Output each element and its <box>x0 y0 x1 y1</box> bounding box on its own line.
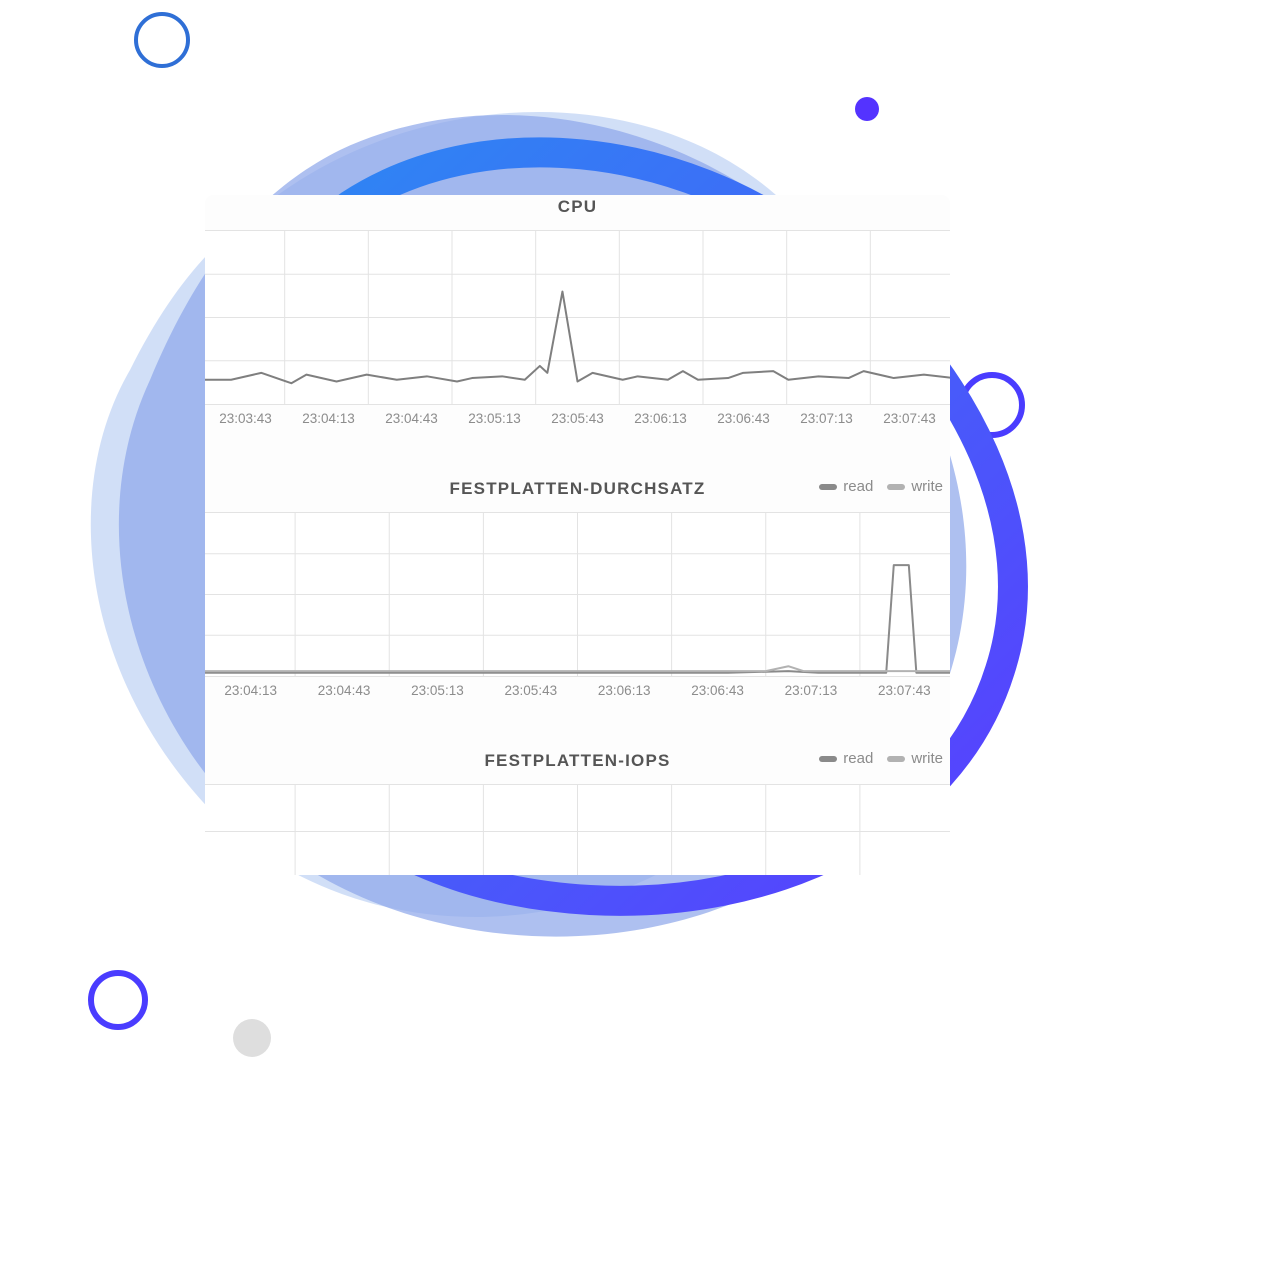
x-axis-tick-label: 23:07:43 <box>868 411 950 426</box>
x-axis-tick-label: 23:07:13 <box>764 683 857 698</box>
decor-dot-bottom <box>233 1019 271 1057</box>
panel-cpu: CPU 23:03:4323:04:1323:04:4323:05:1323:0… <box>205 195 950 426</box>
chart-disk-iops[interactable] <box>205 784 950 875</box>
panel-disk-throughput-title: FESTPLATTEN-DURCHSATZ <box>450 479 706 499</box>
x-axis-tick-label: 23:05:43 <box>536 411 619 426</box>
legend-label-write: write <box>911 478 943 495</box>
x-axis-tick-label: 23:06:43 <box>671 683 764 698</box>
x-axis-tick-label: 23:05:43 <box>484 683 577 698</box>
legend-swatch-write <box>887 756 905 762</box>
panel-disk-iops: FESTPLATTEN-IOPS read write <box>205 744 950 875</box>
legend-label-read: read <box>843 478 873 495</box>
chart-cpu[interactable] <box>205 230 950 405</box>
metrics-dashboard: CPU 23:03:4323:04:1323:04:4323:05:1323:0… <box>205 195 950 875</box>
legend-swatch-read <box>819 484 837 490</box>
x-axis-tick-label: 23:04:13 <box>205 683 297 698</box>
x-axis-tick-label: 23:03:43 <box>205 411 287 426</box>
x-axis-tick-label: 23:07:13 <box>785 411 868 426</box>
legend-item-write[interactable]: write <box>887 478 943 495</box>
legend-item-read[interactable]: read <box>819 478 873 495</box>
chart-disk-throughput-xlabels: 23:04:1323:04:4323:05:1323:05:4323:06:13… <box>205 677 950 698</box>
dashboard-viewport: CPU 23:03:4323:04:1323:04:4323:05:1323:0… <box>205 195 950 875</box>
legend-item-write[interactable]: write <box>887 750 943 767</box>
panel-cpu-title: CPU <box>558 197 598 217</box>
x-axis-tick-label: 23:04:43 <box>370 411 453 426</box>
legend-label-read: read <box>843 750 873 767</box>
x-axis-tick-label: 23:07:43 <box>858 683 950 698</box>
legend-swatch-write <box>887 484 905 490</box>
legend-item-read[interactable]: read <box>819 750 873 767</box>
x-axis-tick-label: 23:04:13 <box>287 411 370 426</box>
legend-disk-throughput: read write <box>819 478 943 495</box>
x-axis-tick-label: 23:06:13 <box>578 683 671 698</box>
x-axis-tick-label: 23:04:43 <box>297 683 390 698</box>
x-axis-tick-label: 23:05:13 <box>453 411 536 426</box>
x-axis-tick-label: 23:05:13 <box>391 683 484 698</box>
x-axis-tick-label: 23:06:43 <box>702 411 785 426</box>
panel-disk-throughput: FESTPLATTEN-DURCHSATZ read write 23:04:1… <box>205 472 950 698</box>
x-axis-tick-label: 23:06:13 <box>619 411 702 426</box>
panel-disk-iops-title: FESTPLATTEN-IOPS <box>484 751 670 771</box>
legend-disk-iops: read write <box>819 750 943 767</box>
legend-swatch-read <box>819 756 837 762</box>
chart-disk-throughput[interactable] <box>205 512 950 677</box>
chart-cpu-xlabels: 23:03:4323:04:1323:04:4323:05:1323:05:43… <box>205 405 950 426</box>
legend-label-write: write <box>911 750 943 767</box>
